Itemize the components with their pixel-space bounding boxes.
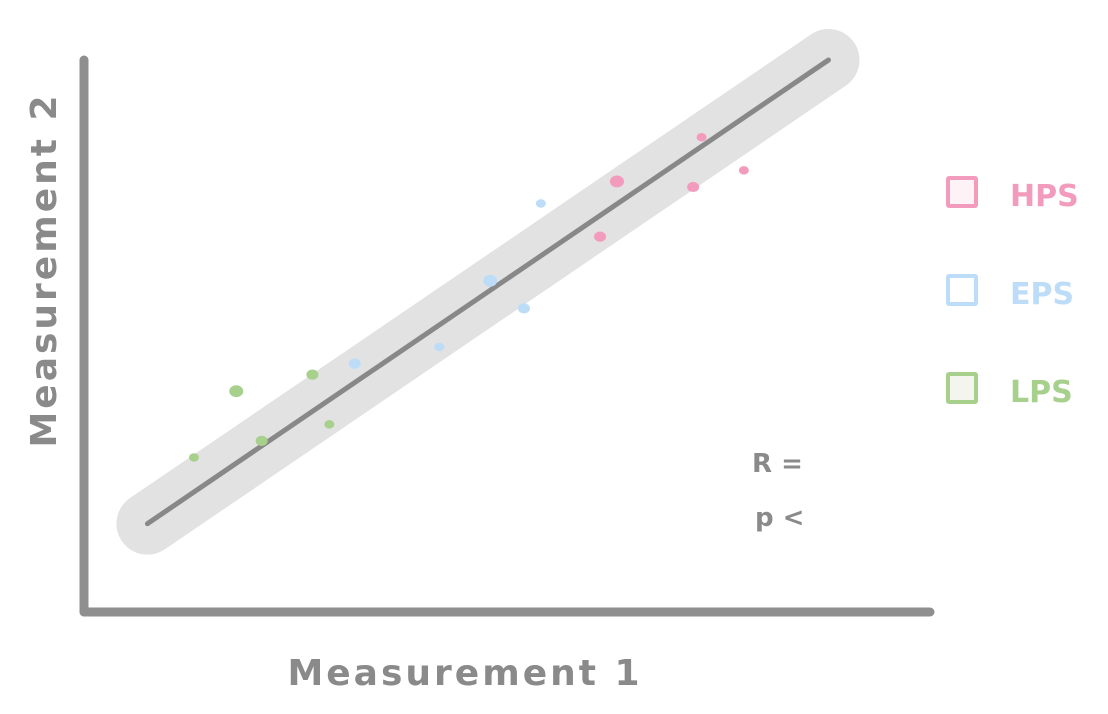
data-point-eps [517,303,530,314]
data-point-eps [535,199,546,208]
trendline-stroke [144,57,831,527]
data-point-hps [738,166,749,175]
axes [79,55,935,617]
data-point-hps [609,175,624,188]
p-annotation: p < [755,503,804,533]
r-annotation: R = [752,449,803,479]
legend-swatch-eps [946,274,978,306]
data-point-eps [434,342,445,352]
data-point-eps [483,274,498,287]
data-points [188,133,749,462]
data-point-lps [188,453,199,462]
legend-label-eps: EPS [1010,277,1074,312]
x-axis-label: Measurement 1 [287,653,642,694]
data-point-hps [687,181,700,193]
data-point-hps [594,231,607,242]
legend: HPS EPS LPS [946,176,1079,410]
legend-label-hps: HPS [1010,179,1079,214]
data-point-eps [348,358,361,369]
data-point-hps [696,133,707,142]
legend-label-lps: LPS [1010,375,1073,410]
legend-swatch-lps [946,372,978,404]
data-point-lps [229,385,244,398]
data-point-lps [324,420,335,429]
data-point-lps [306,369,319,380]
y-axis-label: Measurement 2 [24,92,65,447]
trendline [144,57,831,527]
legend-swatch-hps [946,176,978,208]
data-point-lps [255,435,268,446]
